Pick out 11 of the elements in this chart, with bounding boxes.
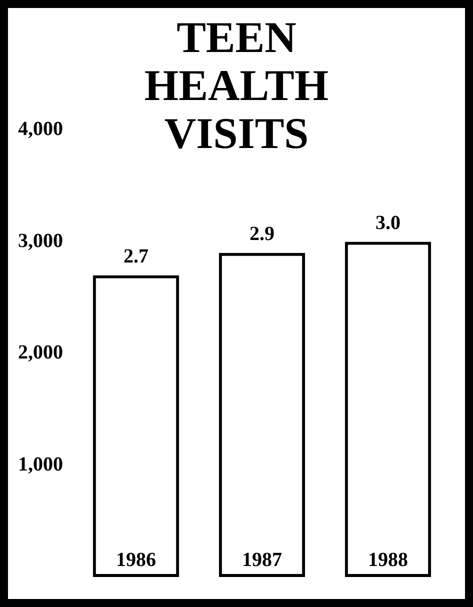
annotation: 2.7: [124, 245, 148, 268]
annotation: 2.9: [250, 223, 274, 246]
x-tick-label: 1986: [116, 549, 156, 572]
y-tick-label: 1,000: [18, 453, 63, 476]
chart-title: TEEN HEALTH VISITS: [143, 13, 330, 158]
x-tick-label: 1987: [242, 549, 282, 572]
y-tick-label: 4,000: [18, 118, 63, 140]
y-tick-label: 2,000: [18, 342, 63, 364]
annotation: 3.0: [376, 212, 400, 234]
x-tick-label: 1988: [368, 549, 408, 572]
y-tick-label: 3,000: [18, 230, 63, 252]
